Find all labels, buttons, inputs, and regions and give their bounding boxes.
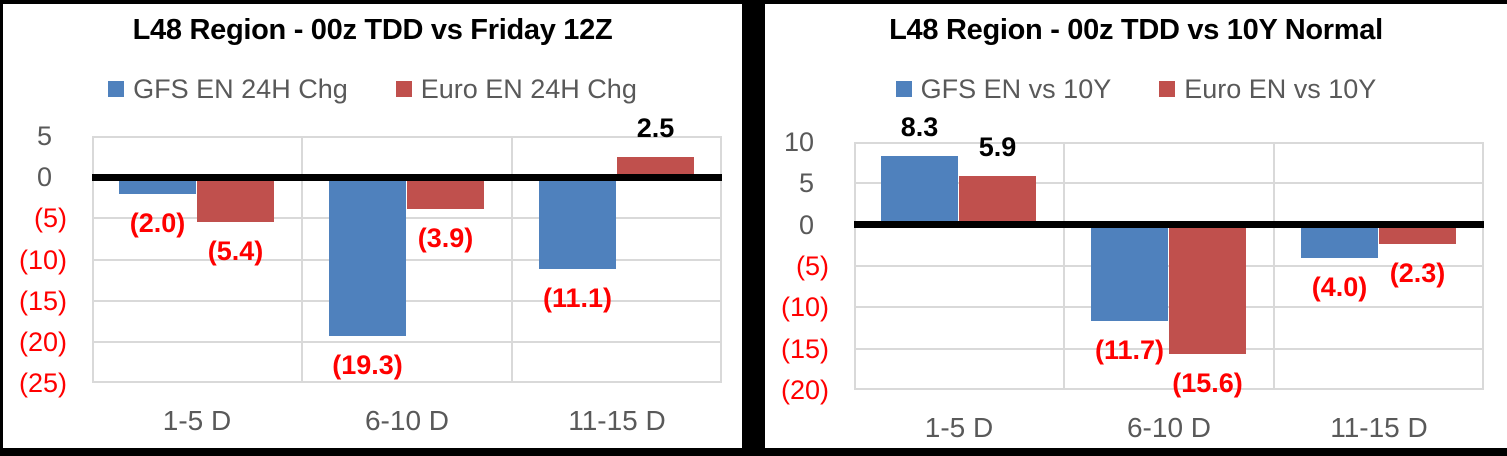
bar-gfs-1-5-d bbox=[881, 156, 958, 225]
data-label: (3.9) bbox=[417, 223, 474, 254]
data-label: (11.7) bbox=[1094, 335, 1165, 366]
legend-label-gfs: GFS EN 24H Chg bbox=[133, 73, 348, 104]
bar-euro-11-15-d bbox=[1379, 224, 1456, 244]
legend: GFS EN 24H Chg Euro EN 24H Chg bbox=[3, 72, 742, 106]
euro-series-swatch-icon bbox=[1159, 81, 1176, 97]
x-category-label: 1-5 D bbox=[162, 405, 232, 436]
chart-title: L48 Region - 00z TDD vs Friday 12Z bbox=[132, 14, 613, 46]
bar-gfs-1-5-d bbox=[119, 177, 196, 194]
plot-area: 10 5 0 (5) (10) (15) (20) 8.3 5.9 1-5 D (11.7) (15.… bbox=[765, 4, 1507, 448]
legend-label-euro: Euro EN 24H Chg bbox=[420, 73, 637, 104]
y-tick-label: (20) bbox=[18, 326, 67, 357]
y-tick-label: (10) bbox=[18, 244, 67, 275]
bar-euro-1-5-d bbox=[959, 175, 1036, 225]
y-tick-label: (20) bbox=[780, 375, 829, 405]
bar-euro-11-15-d bbox=[617, 156, 694, 178]
legend-label-gfs: GFS EN vs 10Y bbox=[920, 73, 1112, 104]
bar-euro-6-10-d bbox=[407, 177, 484, 210]
data-label: (4.0) bbox=[1311, 271, 1368, 302]
euro-series-swatch-icon bbox=[395, 81, 412, 97]
legend-item-gfs: GFS EN vs 10Y bbox=[895, 73, 1112, 105]
gridline bbox=[92, 258, 722, 261]
gfs-series-swatch-icon bbox=[108, 81, 125, 97]
y-tick-label: 10 bbox=[783, 127, 814, 157]
zero-axis-line bbox=[92, 173, 722, 181]
data-label: 2.5 bbox=[636, 112, 675, 143]
x-category-label: 1-5 D bbox=[924, 412, 994, 443]
x-category-label: 11-15 D bbox=[568, 405, 666, 436]
plot-area: 5 0 (5) (10) (15) (20) (25) (2.0) (5.4) 1-5 D (19.… bbox=[3, 4, 742, 448]
y-tick-label: 5 bbox=[36, 121, 52, 151]
gridline bbox=[301, 136, 303, 383]
bar-euro-6-10-d bbox=[1169, 224, 1246, 354]
bar-gfs-6-10-d bbox=[1091, 224, 1168, 322]
gridline bbox=[511, 136, 513, 383]
gridline bbox=[1273, 142, 1275, 390]
legend-label-euro: Euro EN vs 10Y bbox=[1184, 73, 1377, 104]
chart-panel-tdd-vs-friday-12z: L48 Region - 00z TDD vs Friday 12Z GFS E… bbox=[3, 4, 742, 448]
x-category-label: 6-10 D bbox=[1126, 412, 1212, 443]
y-tick-label: 5 bbox=[798, 168, 814, 199]
gfs-series-swatch-icon bbox=[895, 81, 912, 97]
y-tick-label: 0 bbox=[798, 209, 814, 240]
legend-item-gfs: GFS EN 24H Chg bbox=[108, 74, 348, 105]
chart-panel-tdd-vs-10y-normal: L48 Region - 00z TDD vs 10Y Normal GFS E… bbox=[765, 4, 1507, 448]
data-label: 8.3 bbox=[900, 112, 939, 143]
y-tick-label: (15) bbox=[780, 333, 829, 364]
data-label: (19.3) bbox=[332, 350, 403, 381]
bar-gfs-6-10-d bbox=[329, 177, 406, 337]
legend: GFS EN vs 10Y Euro EN vs 10Y bbox=[765, 72, 1507, 106]
x-category-label: 11-15 D bbox=[1330, 412, 1428, 443]
y-tick-label: 0 bbox=[36, 162, 52, 193]
legend-item-euro: Euro EN vs 10Y bbox=[1159, 74, 1376, 105]
data-label: (11.1) bbox=[542, 282, 613, 313]
y-tick-label: (10) bbox=[780, 292, 829, 323]
gridline bbox=[92, 217, 722, 220]
data-label: (2.3) bbox=[1389, 257, 1446, 288]
y-tick-label: (5) bbox=[796, 251, 829, 281]
gridline bbox=[854, 182, 1484, 185]
bar-euro-1-5-d bbox=[197, 177, 274, 222]
x-category-label: 6-10 D bbox=[364, 405, 450, 436]
legend-item-euro: Euro EN 24H Chg bbox=[395, 73, 637, 105]
data-label: (15.6) bbox=[1172, 367, 1243, 398]
chart-title: L48 Region - 00z TDD vs 10Y Normal bbox=[889, 14, 1383, 46]
bar-gfs-11-15-d bbox=[1301, 224, 1378, 258]
y-tick-label: (15) bbox=[18, 285, 67, 316]
gridline bbox=[92, 340, 722, 343]
gridline bbox=[92, 299, 722, 302]
gridline bbox=[1063, 142, 1065, 390]
y-tick-label: (5) bbox=[34, 203, 67, 234]
data-label: 5.9 bbox=[978, 131, 1017, 162]
zero-axis-line bbox=[854, 221, 1484, 229]
data-label: (2.0) bbox=[129, 207, 186, 238]
data-label: (5.4) bbox=[207, 235, 264, 266]
y-tick-label: (25) bbox=[18, 368, 67, 398]
bar-gfs-11-15-d bbox=[539, 177, 616, 269]
